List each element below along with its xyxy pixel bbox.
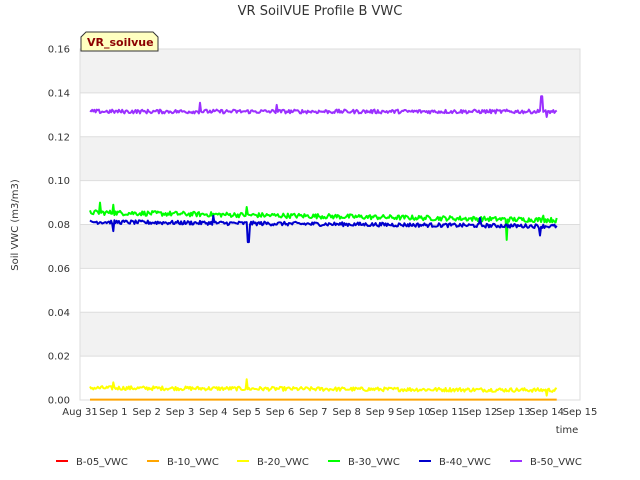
legend-item: B-40_VWC (419, 457, 491, 468)
x-tick-label: Sep 10 (396, 407, 431, 418)
series-line-b-50-vwc (89, 95, 558, 118)
x-tick-label: Sep 11 (429, 407, 464, 418)
background-bands (80, 49, 580, 357)
series-line-b-40-vwc (89, 214, 558, 244)
x-tick-label: Sep 12 (463, 407, 498, 418)
series-lines (89, 95, 558, 401)
x-tick-label: Sep 9 (366, 407, 394, 418)
legend-label: B-05_VWC (76, 457, 128, 468)
background-band (80, 49, 580, 93)
x-axis-title: time (556, 425, 579, 436)
legend-item: B-05_VWC (56, 457, 128, 468)
site-tag-box (80, 31, 159, 52)
y-tick-label: 0.16 (48, 45, 70, 56)
y-tick-label: 0.04 (48, 308, 70, 319)
series-line-b-20-vwc (89, 378, 558, 397)
legend-label: B-20_VWC (257, 457, 309, 468)
y-tick-label: 0.08 (48, 220, 70, 231)
x-tick-label: Sep 3 (166, 407, 194, 418)
chart-title: VR SoilVUE Profile B VWC (238, 4, 403, 19)
x-tick-label: Aug 31 (62, 407, 97, 418)
x-tick-label: Sep 5 (232, 407, 260, 418)
legend-item: B-10_VWC (147, 457, 219, 468)
x-tick-label: Sep 7 (299, 407, 327, 418)
x-tick-labels: Aug 31 Sep 1 Sep 2 Sep 3 Sep 4 Sep 5 Sep 6 Sep … (62, 407, 597, 418)
legend-item: B-50_VWC (510, 457, 582, 468)
legend-label: B-10_VWC (167, 457, 219, 468)
legend-item: B-30_VWC (328, 457, 400, 468)
x-tick-label: Sep 14 (529, 407, 564, 418)
y-tick-label: 0.14 (48, 88, 70, 99)
y-axis-title: Soil VWC (m3/m3) (10, 179, 21, 271)
y-tick-label: 0.10 (48, 176, 70, 187)
x-tick-label: Sep 1 (99, 407, 127, 418)
x-tick-label: Sep 6 (266, 407, 294, 418)
background-band (80, 136, 580, 181)
legend: B-05_VWC B-10_VWC B-20_VWC B-30_VWC B-40_VWC… (56, 457, 582, 468)
legend-label: B-50_VWC (530, 457, 582, 468)
y-tick-label: 0.02 (48, 352, 70, 363)
site-tag: VR_soilvue (80, 31, 159, 52)
background-band (80, 224, 580, 269)
x-tick-label: Sep 4 (199, 407, 227, 418)
y-tick-label: 0.12 (48, 132, 70, 143)
y-tick-label: 0.00 (48, 396, 70, 407)
site-tag-label: VR_soilvue (87, 36, 154, 49)
y-tick-label: 0.06 (48, 264, 70, 275)
x-tick-label: Sep 15 (563, 407, 598, 418)
y-tick-labels: 0.00 0.02 0.04 0.06 0.08 0.10 0.12 0.14 0.16 (48, 45, 70, 407)
x-tick-label: Sep 8 (332, 407, 360, 418)
x-tick-label: Sep 13 (496, 407, 531, 418)
legend-item: B-20_VWC (237, 457, 309, 468)
x-tick-label: Sep 2 (132, 407, 160, 418)
legend-label: B-40_VWC (439, 457, 491, 468)
legend-label: B-30_VWC (348, 457, 400, 468)
background-band (80, 312, 580, 357)
